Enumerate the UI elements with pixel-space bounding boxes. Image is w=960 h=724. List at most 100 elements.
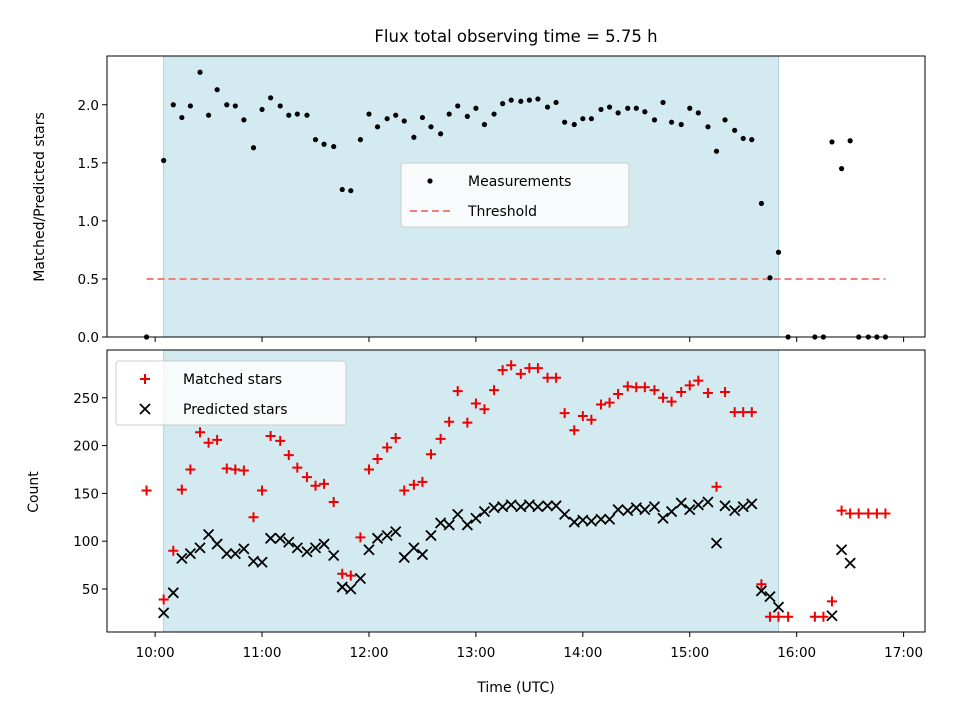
matched-star-point (382, 442, 393, 453)
predicted-star-point (603, 513, 616, 525)
measurement-point (401, 118, 407, 124)
ratio-legend-box (400, 162, 630, 228)
count-y-tick-label: 200 (73, 439, 99, 455)
matched-star-point (363, 464, 374, 475)
matched-star-point (176, 484, 187, 495)
measurement-point (580, 116, 586, 122)
measurement-point (713, 148, 720, 154)
matched-star-point (542, 372, 553, 383)
measurement-point (268, 95, 274, 101)
predicted-star-point (194, 542, 206, 554)
x-axis-label: Time (UTC) (476, 680, 554, 696)
matched-star-point (292, 462, 303, 473)
matched-star-point (622, 381, 633, 392)
matched-star-point (212, 434, 223, 445)
matched-star-point (658, 392, 669, 403)
measurement-point (633, 105, 639, 111)
predicted-star-point (826, 610, 838, 622)
measurement-point (161, 157, 167, 164)
matched-star-point (399, 485, 410, 496)
matched-star-point (319, 478, 330, 489)
measurement-point (544, 104, 551, 110)
matched-star-point (836, 505, 847, 516)
predicted-star-point (309, 542, 322, 554)
matched-star-point (613, 388, 624, 399)
predicted-star-point (345, 583, 357, 595)
measurement-point (357, 137, 364, 143)
matched-star-point (337, 568, 348, 579)
predicted-star-point (167, 587, 179, 599)
measurement-point (446, 111, 452, 117)
measurement-point (170, 102, 176, 108)
measurement-point (374, 124, 381, 130)
matched-star-point (168, 545, 179, 556)
predicted-star-point (291, 542, 303, 554)
ratio-y-tick-label: 0.0 (78, 330, 99, 346)
measurement-point (250, 145, 257, 151)
matched-star-point (711, 481, 722, 492)
measurement-point (838, 166, 845, 172)
measurement-point (526, 97, 532, 103)
x-tick-label: 14:00 (563, 645, 602, 661)
matched-star-point (408, 479, 419, 490)
measurement-point (304, 112, 310, 118)
measurement-point (348, 188, 354, 194)
matched-star-point (577, 410, 588, 421)
matched-star-point (497, 365, 508, 376)
x-tick-label: 11:00 (243, 645, 282, 661)
x-tick-label: 17:00 (884, 645, 923, 661)
matched-star-point (301, 472, 312, 483)
measurements-series (143, 69, 889, 340)
predicted-star-point (425, 529, 437, 542)
predicted-star-point (729, 504, 741, 517)
matched-stars-series (141, 360, 891, 622)
measurement-point (473, 105, 479, 111)
x-tick-label: 16:00 (777, 645, 816, 661)
matched-star-point (372, 453, 383, 464)
matched-star-point (425, 449, 436, 460)
predicted-star-point (461, 519, 473, 531)
measurement-point (598, 106, 604, 113)
predicted-star-point (354, 572, 367, 585)
measurement-point (562, 119, 568, 125)
measurement-point (553, 99, 559, 106)
predicted-star-point (371, 532, 384, 544)
predicted-star-point (665, 505, 678, 518)
measurement-point (214, 87, 220, 93)
measurement-point (668, 119, 675, 125)
predicted-star-point (764, 590, 776, 603)
predicted-star-point (452, 508, 464, 521)
predicted-star-point (301, 546, 313, 558)
measurement-point (615, 110, 621, 116)
measurement-point (695, 110, 701, 116)
matched-star-point (283, 450, 294, 461)
measurement-point (179, 114, 185, 121)
matched-star-point (863, 508, 874, 519)
predicted-star-point (630, 502, 642, 514)
ratio-axes-frame (106, 55, 926, 338)
measurements-legend-marker (427, 178, 433, 184)
measurement-point (411, 134, 417, 140)
ratio-y-tick-label: 1.5 (78, 156, 99, 172)
x-tick-label: 10:00 (136, 645, 175, 661)
matched-star-point (506, 360, 517, 371)
matched-star-point (355, 532, 366, 543)
legend-label: Predicted stars (183, 402, 288, 418)
count-y-tick-label: 250 (73, 391, 99, 407)
measurement-point (775, 249, 782, 255)
measurement-point (393, 112, 399, 118)
predicted-star-point (692, 499, 704, 511)
measurement-point (518, 98, 524, 104)
predicted-star-point (318, 538, 330, 550)
matched-star-point (756, 579, 767, 590)
measurement-point (829, 139, 835, 145)
predicted-star-point (755, 585, 768, 597)
plot-layer: 0.0 0.5 1.0 1.5 2.0 Measurements Threshold 50 10… (73, 55, 926, 661)
predicted-star-point (434, 517, 447, 529)
predicted-star-point (328, 549, 340, 562)
measurement-point (642, 109, 648, 115)
predicted-stars-series (158, 496, 856, 622)
matched-star-point (435, 433, 446, 444)
matched-star-point (631, 382, 642, 393)
